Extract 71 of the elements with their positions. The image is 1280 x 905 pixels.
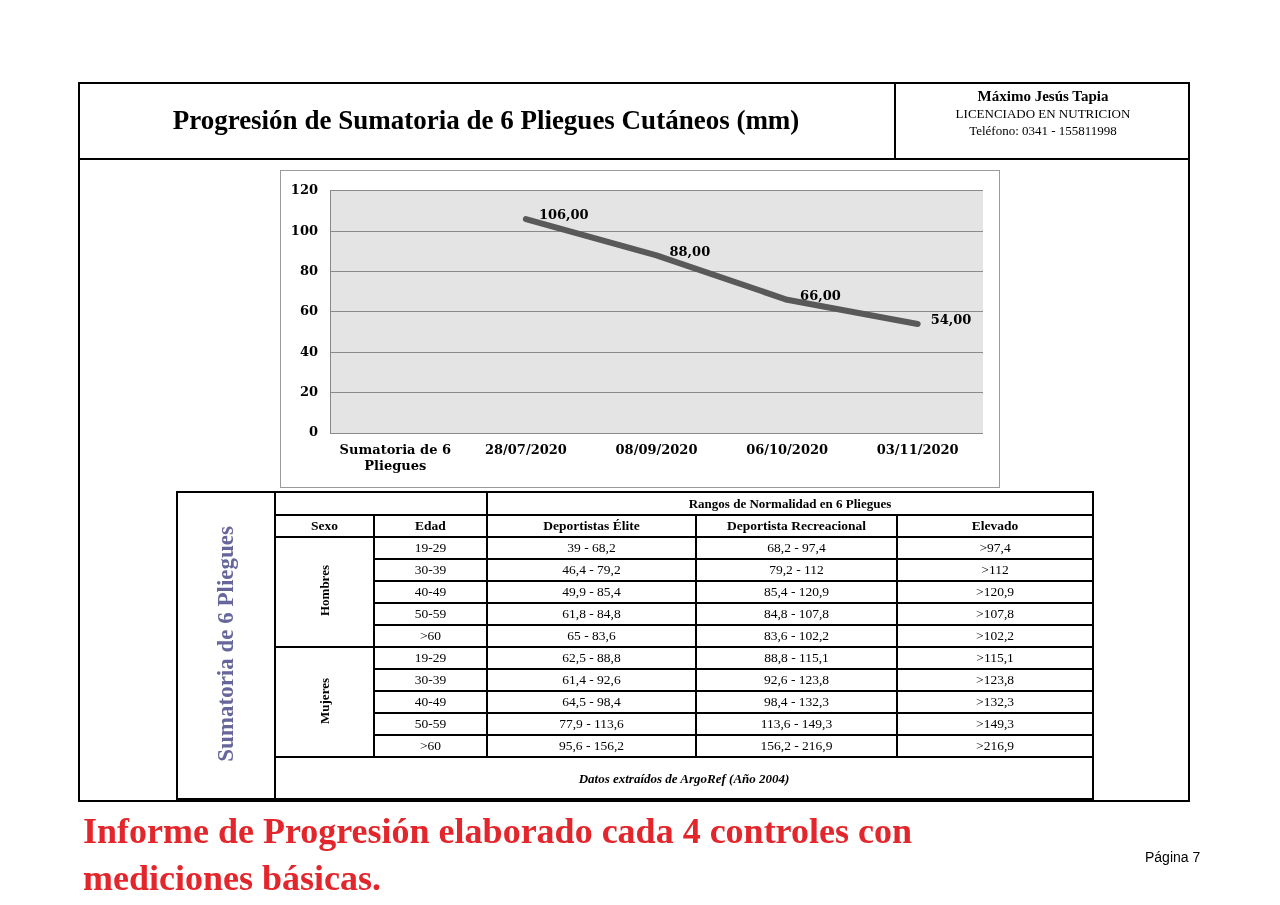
- text: Mujeres: [317, 677, 332, 724]
- text: 46,4 - 79,2: [562, 562, 621, 578]
- y-tick-label: 40: [299, 343, 318, 359]
- text: 40-49: [414, 694, 447, 710]
- y-tick-label: 100: [290, 222, 318, 238]
- text: >60: [419, 628, 442, 644]
- y-tick-label: 80: [299, 262, 318, 278]
- text: >216,9: [976, 738, 1015, 754]
- category-label: Deportistas Élite: [487, 515, 696, 537]
- text: 62,5 - 88,8: [562, 650, 621, 666]
- text: 30-39: [414, 672, 447, 688]
- text: 39 - 68,2: [567, 540, 616, 556]
- x-tick-label: Sumatoria de 6 Pliegues: [339, 442, 451, 473]
- x-tick-label: 03/11/2020: [876, 442, 959, 458]
- text: Teléfono: 0341 - 155811998: [968, 122, 1118, 139]
- text: 61,4 - 92,6: [562, 672, 621, 688]
- text: 61,8 - 84,8: [562, 606, 621, 622]
- text: 156,2 - 216,9: [760, 738, 833, 754]
- text: 19-29: [414, 650, 447, 666]
- category-label: Deportista Recreacional: [696, 515, 897, 537]
- text: >107,8: [976, 606, 1015, 622]
- text: 84,8 - 107,8: [763, 606, 830, 622]
- chart-title: Progresión de Sumatoria de 6 Pliegues Cutáneos (mm): [78, 82, 896, 160]
- text: 79,2 - 112: [769, 562, 824, 578]
- text: Hombres: [317, 565, 332, 617]
- text: >115,1: [976, 650, 1014, 666]
- text: 98,4 - 132,3: [763, 694, 830, 710]
- x-tick-label: 28/07/2020: [484, 442, 567, 458]
- data-label: 106,00: [538, 207, 589, 223]
- text: >97,4: [979, 540, 1011, 556]
- x-tick-label: 06/10/2020: [746, 442, 829, 458]
- text: 64,5 - 98,4: [562, 694, 621, 710]
- text: 113,6 - 149,3: [760, 716, 833, 732]
- text: 77,9 - 113,6: [559, 716, 624, 732]
- text: 40-49: [414, 584, 447, 600]
- text: >132,3: [976, 694, 1015, 710]
- data-label: 66,00: [800, 288, 841, 304]
- text: >112: [981, 562, 1009, 578]
- text: 49,9 - 85,4: [562, 584, 621, 600]
- text: Rangos de Normalidad en 6 Pliegues: [487, 492, 1094, 515]
- text: 88,8 - 115,1: [764, 650, 829, 666]
- data-label: 88,00: [669, 243, 711, 259]
- text: Máximo Jesús Tapia: [976, 87, 1110, 106]
- text: 19-29: [414, 540, 447, 556]
- category-label: Sexo: [275, 515, 374, 537]
- text: 85,4 - 120,9: [763, 584, 830, 600]
- text: >120,9: [976, 584, 1015, 600]
- text: 95,6 - 156,2: [558, 738, 625, 754]
- text: >102,2: [976, 628, 1015, 644]
- y-tick-label: 0: [308, 424, 318, 440]
- category-label: Edad: [374, 515, 487, 537]
- text: 92,6 - 123,8: [763, 672, 830, 688]
- text: >123,8: [976, 672, 1015, 688]
- x-tick-label: 08/09/2020: [615, 442, 698, 458]
- text: 65 - 83,6: [567, 628, 616, 644]
- text: 50-59: [414, 606, 447, 622]
- y-tick-label: 20: [299, 384, 318, 400]
- text: >149,3: [976, 716, 1015, 732]
- y-tick-label: 120: [290, 182, 318, 198]
- category-label: Elevado: [897, 515, 1094, 537]
- text: 30-39: [414, 562, 447, 578]
- text: 50-59: [414, 716, 447, 732]
- data-label: 54,00: [930, 312, 972, 328]
- text: 68,2 - 97,4: [767, 540, 826, 556]
- text: LICENCIADO EN NUTRICION: [954, 106, 1132, 123]
- text: Datos extraídos de ArgoRef (Año 2004): [577, 770, 791, 786]
- y-tick-label: 60: [299, 303, 318, 319]
- text: Informe de Progresión elaborado cada 4 controles con mediciones básicas.: [83, 810, 913, 900]
- text: Página 7: [1145, 849, 1201, 865]
- text: >60: [419, 738, 442, 754]
- text: 83,6 - 102,2: [763, 628, 830, 644]
